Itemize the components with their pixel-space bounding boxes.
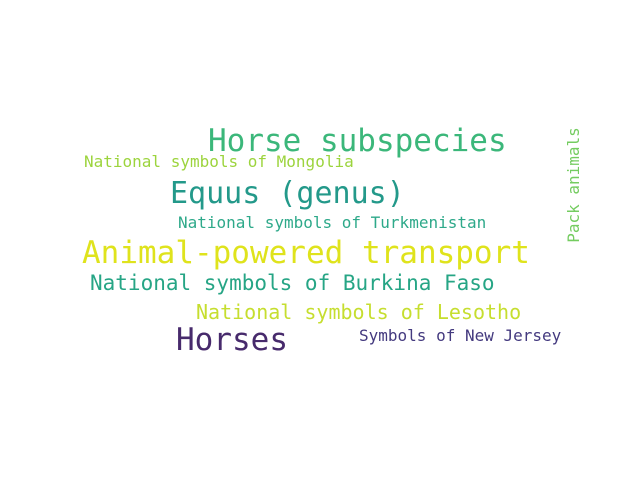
word-national-symbols-of-lesotho: National symbols of Lesotho [196, 300, 522, 324]
word-animal-powered-transport: Animal-powered transport [82, 235, 530, 271]
word-equus-genus: Equus (genus) [170, 176, 405, 211]
word-pack-animals: Pack animals [564, 127, 583, 243]
word-national-symbols-of-mongolia: National symbols of Mongolia [84, 152, 354, 171]
word-national-symbols-of-turkmenistan: National symbols of Turkmenistan [178, 213, 487, 232]
word-horses: Horses [176, 322, 288, 358]
word-national-symbols-of-burkina-faso: National symbols of Burkina Faso [90, 271, 495, 295]
word-horse-subspecies: Horse subspecies [208, 123, 507, 159]
word-symbols-of-new-jersey: Symbols of New Jersey [359, 326, 562, 345]
